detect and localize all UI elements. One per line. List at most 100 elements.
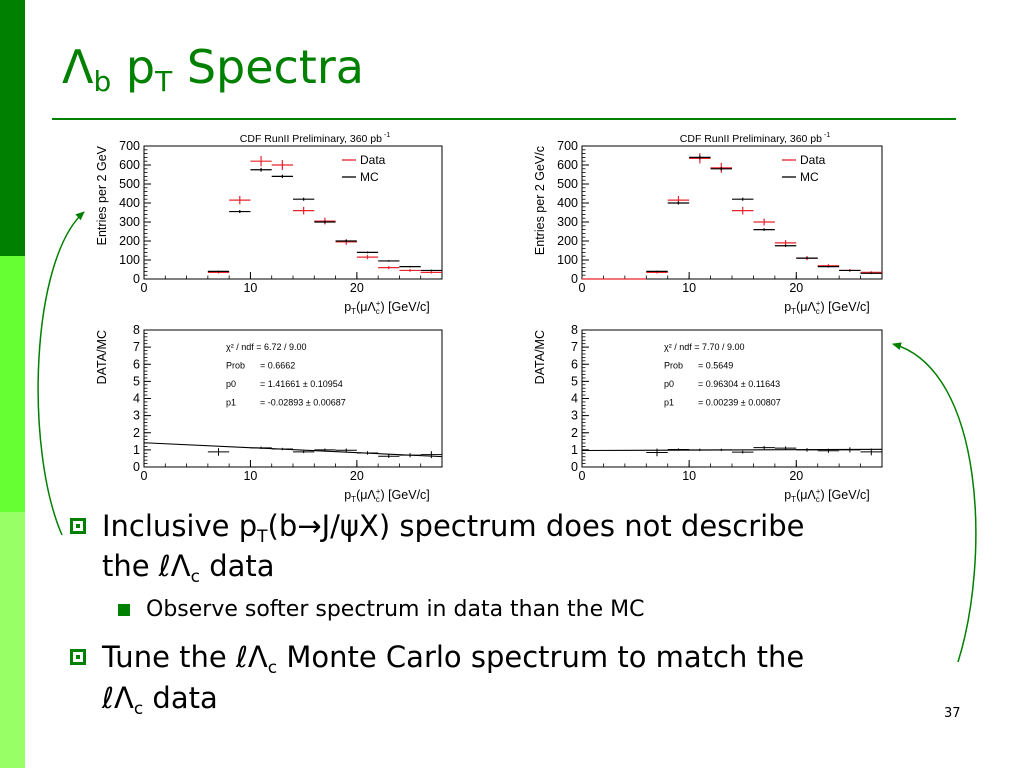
x-axis-label: pT(μΛc+) [GeV/c] bbox=[784, 487, 870, 502]
fit-stat-label: p1 bbox=[664, 398, 674, 408]
x-tick-label: 0 bbox=[141, 469, 148, 483]
bullet-1-text-a: Inclusive p bbox=[102, 509, 258, 543]
title-sub-t: T bbox=[155, 65, 173, 98]
bullet-1-line2-sub: c bbox=[190, 567, 200, 587]
y-tick-label: 400 bbox=[119, 196, 140, 210]
plot-frame bbox=[581, 145, 883, 280]
y-tick-label: 400 bbox=[557, 196, 578, 210]
sidebar-band-middle bbox=[0, 256, 25, 512]
x-tick-label: 20 bbox=[789, 469, 803, 483]
y-tick-label: 0 bbox=[133, 272, 140, 286]
y-tick-label: 7 bbox=[571, 340, 578, 354]
bullet-2-line2-pre: ℓΛ bbox=[102, 681, 134, 715]
x-axis-label: pT(μΛc+) [GeV/c] bbox=[344, 487, 430, 502]
title-underline bbox=[52, 118, 956, 120]
x-tick-label: 0 bbox=[579, 469, 586, 483]
bullet-1-sub-t: T bbox=[257, 527, 268, 547]
y-tick-label: 5 bbox=[571, 374, 578, 388]
y-tick-label: 700 bbox=[557, 139, 578, 153]
bullet-2-line-2: ℓΛc data bbox=[102, 681, 218, 718]
y-axis-label: Entries per 2 GeV bbox=[95, 145, 109, 245]
fit-stat-value: = 0.6662 bbox=[260, 361, 295, 371]
y-tick-label: 100 bbox=[557, 253, 578, 267]
fit-stat-label: Prob bbox=[664, 361, 683, 371]
x-axis-label: pT(μΛc+) [GeV/c] bbox=[784, 299, 870, 314]
chart-title-superscript: -1 bbox=[824, 132, 830, 139]
y-tick-label: 2 bbox=[571, 426, 578, 440]
bullet-2-line1-pre: Tune the ℓΛ bbox=[102, 640, 268, 674]
x-tick-label: 0 bbox=[141, 281, 148, 295]
sidebar-band-bottom bbox=[0, 512, 25, 768]
y-axis-label: Entries per 2 GeV/c bbox=[533, 146, 547, 255]
y-axis-label: DATA/MC bbox=[533, 330, 547, 384]
bullet-2-line2-post: data bbox=[143, 681, 218, 715]
bullet-1-text-c: J/ bbox=[321, 509, 340, 543]
y-tick-label: 600 bbox=[557, 158, 578, 172]
fit-stat-label: p0 bbox=[226, 379, 236, 389]
y-tick-label: 500 bbox=[119, 177, 140, 191]
y-tick-label: 100 bbox=[119, 253, 140, 267]
y-tick-label: 200 bbox=[119, 234, 140, 248]
y-tick-label: 6 bbox=[571, 357, 578, 371]
bullet-box-icon bbox=[70, 649, 86, 665]
y-tick-label: 0 bbox=[571, 460, 578, 474]
fit-stat-label: Prob bbox=[226, 361, 245, 371]
y-axis-label: DATA/MC bbox=[95, 330, 109, 384]
page-number: 37 bbox=[944, 706, 961, 721]
sub-bullet-square-icon bbox=[118, 604, 130, 616]
y-tick-label: 8 bbox=[571, 323, 578, 337]
y-tick-label: 0 bbox=[133, 460, 140, 474]
x-tick-label: 10 bbox=[682, 469, 696, 483]
title-sub-b: b bbox=[93, 65, 112, 98]
y-tick-label: 600 bbox=[119, 158, 140, 172]
y-tick-label: 8 bbox=[133, 323, 140, 337]
plot-frame bbox=[581, 329, 883, 468]
y-tick-label: 7 bbox=[133, 340, 140, 354]
fit-stat-label: p1 bbox=[226, 398, 236, 408]
title-rest: Spectra bbox=[186, 40, 364, 94]
y-tick-label: 1 bbox=[571, 443, 578, 457]
y-tick-label: 6 bbox=[133, 357, 140, 371]
bullet-1-line2-pre: the ℓΛ bbox=[102, 549, 191, 583]
right-callout-arrow bbox=[892, 342, 977, 663]
bullet-2-line-1: Tune the ℓΛc Monte Carlo spectrum to mat… bbox=[102, 640, 805, 677]
x-tick-label: 20 bbox=[350, 281, 364, 295]
y-tick-label: 700 bbox=[119, 139, 140, 153]
y-tick-label: 5 bbox=[133, 374, 140, 388]
fit-stat-label: p0 bbox=[664, 379, 674, 389]
x-axis-label: pT(μΛc+) [GeV/c] bbox=[344, 299, 430, 314]
y-tick-label: 300 bbox=[119, 215, 140, 229]
y-tick-label: 0 bbox=[571, 272, 578, 286]
bullet-1-line2-post: data bbox=[200, 549, 275, 583]
y-tick-label: 1 bbox=[133, 443, 140, 457]
legend-label-mc: MC bbox=[800, 170, 819, 184]
y-tick-label: 4 bbox=[133, 392, 140, 406]
title-p: p bbox=[125, 40, 156, 94]
fit-stat-value: = 0.5649 bbox=[698, 361, 733, 371]
sub-bullet-text: Observe softer spectrum in data than the… bbox=[146, 597, 645, 622]
x-tick-label: 10 bbox=[243, 281, 257, 295]
fit-stat-value: = 0.00239 ± 0.00807 bbox=[698, 398, 781, 408]
y-tick-label: 300 bbox=[557, 215, 578, 229]
sidebar-band-top bbox=[0, 0, 25, 256]
x-tick-label: 20 bbox=[350, 469, 364, 483]
plot-frame bbox=[143, 329, 443, 468]
bullet-1-line-2: the ℓΛc data bbox=[102, 549, 275, 586]
title-lambda: Λ bbox=[62, 40, 94, 94]
y-tick-label: 500 bbox=[557, 177, 578, 191]
bullet-2-line1-sub: c bbox=[267, 658, 278, 678]
legend-label-data: Data bbox=[800, 153, 826, 167]
fit-stat-value: = 0.96304 ± 0.11643 bbox=[698, 379, 780, 389]
y-tick-label: 4 bbox=[571, 392, 578, 406]
y-tick-label: 3 bbox=[133, 409, 140, 423]
bullet-2-line1-post: Monte Carlo spectrum to match the bbox=[277, 640, 805, 674]
bullet-1-line-1: Inclusive pT(b→J/ψX) spectrum does not d… bbox=[102, 509, 804, 546]
fit-stat-value: = 1.41661 ± 0.10954 bbox=[260, 379, 343, 389]
chart-title: CDF RunII Preliminary, 360 pb bbox=[240, 133, 382, 145]
x-tick-label: 10 bbox=[243, 469, 257, 483]
fit-stat-label: χ² / ndf = 7.70 / 9.00 bbox=[664, 342, 745, 352]
x-tick-label: 10 bbox=[682, 281, 696, 295]
arrow-icon: → bbox=[297, 509, 322, 543]
